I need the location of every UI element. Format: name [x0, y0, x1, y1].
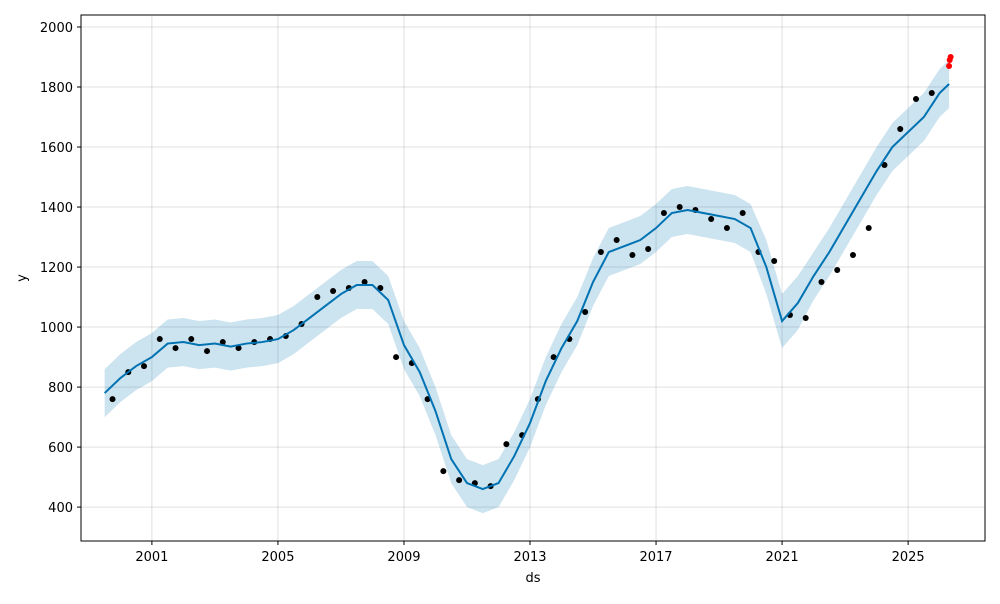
observed-point [865, 225, 872, 232]
observed-point [172, 345, 179, 352]
y-tick-label: 400 [48, 501, 73, 516]
observed-point [456, 477, 463, 484]
x-axis-label: ds [525, 571, 540, 586]
y-tick-label: 800 [48, 381, 73, 396]
recent-point [946, 63, 953, 70]
y-tick-label: 1600 [40, 141, 73, 156]
observed-point [818, 279, 825, 286]
observed-point [928, 90, 935, 97]
observed-point [834, 267, 841, 274]
observed-point [582, 309, 589, 316]
observed-point [881, 162, 888, 169]
observed-point [503, 441, 510, 448]
observed-point [393, 354, 400, 361]
observed-point [109, 396, 116, 403]
observed-point [141, 363, 148, 370]
observed-point [440, 468, 447, 475]
x-tick-label: 2017 [639, 550, 672, 565]
x-tick-label: 2013 [513, 550, 546, 565]
y-tick-label: 1000 [40, 321, 73, 336]
observed-point [739, 210, 746, 217]
observed-point [377, 285, 384, 292]
y-axis-label: y [15, 274, 30, 282]
x-tick-label: 2021 [766, 550, 799, 565]
observed-point [613, 237, 620, 244]
uncertainty-band [104, 60, 950, 514]
x-tick-label: 2005 [261, 550, 294, 565]
observed-point [188, 336, 195, 343]
observed-point [723, 225, 730, 232]
observed-point [235, 345, 242, 352]
y-tick-label: 1400 [40, 201, 73, 216]
axes-frame [80, 14, 986, 542]
y-tick-label: 600 [48, 441, 73, 456]
observed-point [897, 126, 904, 133]
forecast-line [103, 83, 950, 491]
observed-point [645, 246, 652, 253]
observed-point [708, 216, 715, 223]
observed-point [849, 252, 856, 259]
plot-area [81, 15, 985, 541]
observed-point [802, 315, 809, 322]
observed-point [676, 204, 683, 211]
observed-point [204, 348, 211, 355]
observed-point [314, 294, 321, 301]
y-tick-label: 2000 [40, 21, 73, 36]
observed-point [330, 288, 337, 295]
observed-point [912, 96, 919, 103]
observed-point [156, 336, 163, 343]
observed-point [771, 258, 778, 265]
x-tick-label: 2001 [135, 550, 168, 565]
observed-point [219, 339, 226, 346]
observed-point [361, 279, 368, 286]
recent-point [947, 54, 954, 61]
observed-point [597, 249, 604, 256]
observed-point [550, 354, 557, 361]
x-tick-label: 2009 [387, 550, 420, 565]
x-tick-label: 2025 [892, 550, 925, 565]
observed-point [629, 252, 636, 259]
y-tick-label: 1200 [40, 261, 73, 276]
observed-point [660, 210, 667, 217]
y-tick-label: 1800 [40, 81, 73, 96]
